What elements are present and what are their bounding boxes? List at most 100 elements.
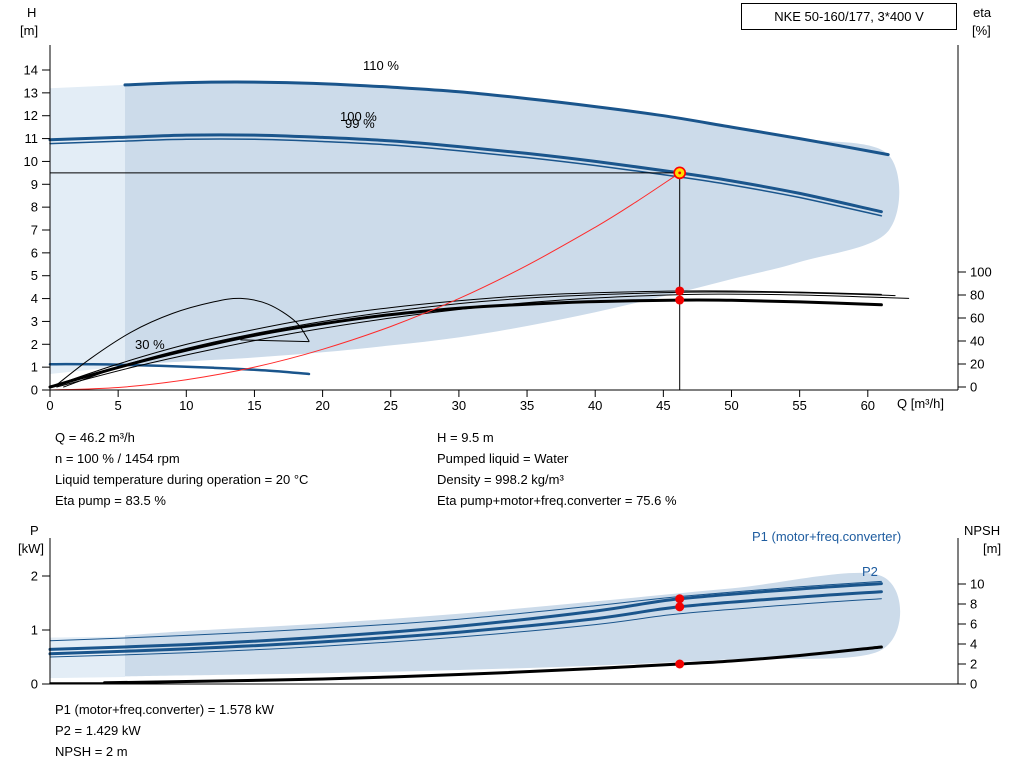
speed-curve-100 — [48, 133, 883, 214]
y-left-tick-label: 11 — [25, 131, 39, 146]
eta-axis-unit: [%] — [972, 23, 991, 38]
eta-total-point — [675, 295, 685, 305]
x-tick-label: 10 — [179, 398, 193, 413]
result-npsh: NPSH = 2 m — [55, 744, 128, 759]
y-left-tick-label: 5 — [31, 268, 38, 283]
result-values: P1 (motor+freq.converter) = 1.578 kW P2 … — [55, 699, 274, 762]
eta-arc-low-speed — [56, 297, 310, 386]
npsh-axis-name: NPSH — [964, 523, 1001, 538]
y-left-tick-label: 2 — [31, 337, 38, 352]
pump-title-box: NKE 50-160/177, 3*400 V — [741, 3, 957, 30]
operating-range — [125, 82, 900, 365]
x-tick-label: 0 — [46, 398, 53, 413]
curve-label-99: 99 % — [345, 116, 375, 131]
info-temp: Liquid temperature during operation = 20… — [55, 472, 309, 487]
eta-axis-name: eta — [973, 5, 992, 20]
speed-curve-30 — [48, 362, 311, 376]
x-tick-label: 60 — [861, 398, 875, 413]
info-h: H = 9.5 m — [437, 430, 494, 445]
y-left-tick-label: 12 — [24, 108, 38, 123]
info-q: Q = 46.2 m³/h — [55, 430, 135, 445]
h-axis-name: H — [27, 5, 37, 20]
x-tick-label: 20 — [315, 398, 329, 413]
y-right-tick-label: 6 — [970, 617, 977, 632]
y-left-tick-label: 1 — [31, 623, 38, 638]
p-axis-unit: [kW] — [18, 541, 44, 556]
p1-point — [675, 594, 685, 604]
y-right-tick-label: 10 — [970, 577, 984, 592]
x-tick-label: 5 — [115, 398, 122, 413]
duty-point-center — [678, 171, 682, 175]
curve-label-30: 30 % — [135, 337, 165, 352]
curve-label-100: 100 % — [340, 109, 377, 124]
q-axis-label: Q [m³/h] — [897, 396, 944, 411]
y-right-tick-label: 8 — [970, 597, 977, 612]
power-range — [125, 572, 901, 677]
y-left-tick-label: 13 — [24, 85, 38, 100]
info-n: n = 100 % / 1454 rpm — [55, 451, 180, 466]
x-tick-label: 15 — [247, 398, 261, 413]
eta-curve-2 — [63, 291, 896, 388]
npsh-axis-unit: [m] — [983, 541, 1002, 556]
info-eta-total: Eta pump+motor+freq.converter = 75.6 % — [437, 493, 677, 508]
h-axis-unit: [m] — [20, 23, 39, 38]
eta-segment — [240, 339, 310, 343]
speed-curve-110 — [123, 80, 890, 157]
y-left-tick-label: 14 — [24, 63, 38, 78]
y-left-tick-label: 9 — [31, 177, 38, 192]
info-column-left: Q = 46.2 m³/h n = 100 % / 1454 rpm Liqui… — [55, 427, 308, 511]
x-tick-label: 50 — [724, 398, 738, 413]
p-axis-name: P — [30, 523, 39, 538]
y-left-tick-label: 4 — [31, 291, 38, 306]
y-left-tick-label: 2 — [31, 569, 38, 584]
x-tick-label: 30 — [452, 398, 466, 413]
y-left-tick-label: 10 — [24, 154, 38, 169]
y-left-tick-label: 1 — [31, 360, 38, 375]
y-left-tick-label: 0 — [31, 383, 38, 398]
x-tick-label: 45 — [656, 398, 670, 413]
curve-label-110: 110 % — [363, 58, 399, 73]
power-range-pale — [50, 636, 125, 679]
y-right-tick-label: 0 — [970, 677, 977, 692]
system-curve — [49, 172, 681, 391]
y-right-tick-label: 0 — [970, 380, 977, 395]
y-right-tick-label: 40 — [970, 334, 984, 349]
y-right-tick-label: 100 — [970, 265, 992, 280]
hq-chart: 0 5 10 15 20 25 30 35 40 45 50 55 600123456789101112… — [24, 45, 992, 413]
p1-upper-thin-curve — [49, 580, 882, 642]
info-liquid: Pumped liquid = Water — [437, 451, 569, 466]
y-left-tick-label: 0 — [31, 677, 38, 692]
y-left-tick-label: 7 — [31, 223, 38, 238]
y-right-tick-label: 60 — [970, 311, 984, 326]
y-right-tick-label: 4 — [970, 637, 977, 652]
speed-curve-99 — [49, 138, 883, 217]
info-density: Density = 998.2 kg/m³ — [437, 472, 564, 487]
eta-total-curve — [48, 298, 883, 389]
y-left-tick-label: 3 — [31, 314, 38, 329]
operating-range-pale — [50, 84, 125, 375]
y-right-tick-label: 20 — [970, 357, 984, 372]
x-tick-label: 25 — [384, 398, 398, 413]
p2-curve-label: P2 — [862, 564, 878, 579]
power-npsh-chart: 0 1 2 0 2 4 6 8 10 — [31, 538, 984, 692]
x-tick-label: 35 — [520, 398, 534, 413]
result-p1: P1 (motor+freq.converter) = 1.578 kW — [55, 702, 274, 717]
result-p2: P2 = 1.429 kW — [55, 723, 141, 738]
info-eta-pump: Eta pump = 83.5 % — [55, 493, 166, 508]
npsh-curve — [103, 645, 883, 685]
npsh-point — [675, 659, 685, 669]
p2-point — [675, 602, 685, 612]
eta-pump-point — [675, 286, 685, 296]
eta-pump-curve — [49, 290, 882, 388]
p-lower-thin-curve — [49, 598, 882, 658]
y-left-tick-label: 8 — [31, 200, 38, 215]
info-column-right: H = 9.5 m Pumped liquid = Water Density … — [437, 427, 677, 511]
y-left-tick-label: 6 — [31, 245, 38, 260]
p1-curve — [48, 582, 883, 651]
y-right-tick-label: 2 — [970, 657, 977, 672]
x-tick-label: 40 — [588, 398, 602, 413]
p2-curve — [48, 590, 883, 656]
y-right-tick-label: 80 — [970, 288, 984, 303]
p1-curve-label: P1 (motor+freq.converter) — [752, 529, 902, 544]
